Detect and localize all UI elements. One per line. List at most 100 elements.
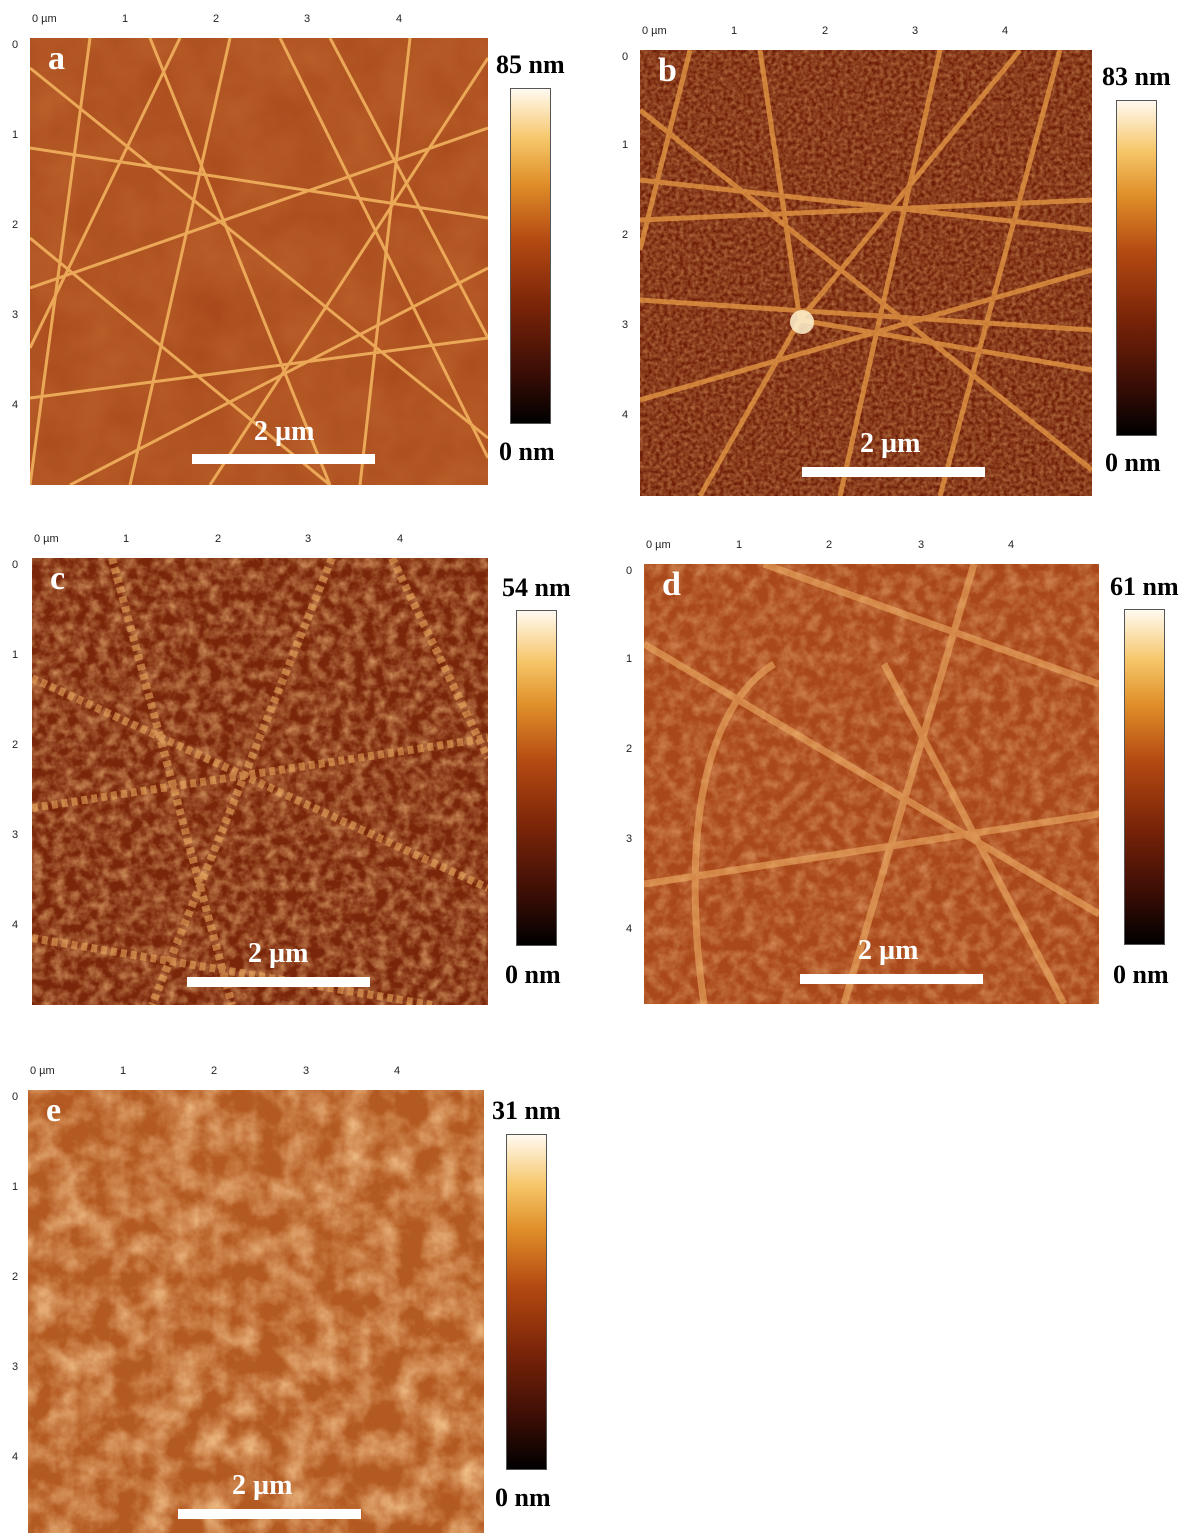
x-tick: 3 [304, 13, 311, 25]
x-tick: 4 [394, 1065, 401, 1077]
x-tick: 2 [826, 539, 833, 551]
colorbar-min: 0 nm [1113, 960, 1169, 989]
panel-letter: d [662, 566, 681, 603]
colorbar-max: 31 nm [492, 1096, 561, 1125]
y-tick: 2 [12, 219, 19, 231]
x-axis: 0 µm 1 2 3 4 [640, 20, 1092, 50]
panel-letter: a [48, 40, 65, 77]
scale-bar-label: 2 µm [232, 1470, 293, 1501]
y-axis: 0 1 2 3 4 [0, 558, 30, 1005]
x-tick: 4 [1008, 539, 1015, 551]
x-tick: 0 µm [30, 1065, 55, 1077]
y-axis: 0 1 2 3 4 [610, 50, 640, 496]
x-tick: 1 [123, 533, 130, 545]
y-tick: 1 [622, 139, 629, 151]
y-tick: 2 [626, 743, 633, 755]
y-tick: 3 [622, 319, 629, 331]
y-tick: 1 [626, 653, 633, 665]
y-tick: 3 [626, 833, 633, 845]
panel-e: 0 µm 1 2 3 4 0 1 2 3 4 e 2 µm 31 nm 0 nm [0, 1060, 590, 1533]
y-tick: 2 [12, 739, 19, 751]
panel-letter: e [46, 1092, 62, 1129]
x-tick: 0 µm [32, 13, 57, 25]
x-tick: 2 [213, 13, 220, 25]
y-tick: 3 [12, 1361, 19, 1373]
x-tick: 2 [211, 1065, 218, 1077]
afm-image: d 2 µm [644, 564, 1099, 1004]
colorbar [516, 610, 557, 946]
x-tick: 3 [918, 539, 925, 551]
afm-image: e 2 µm [28, 1090, 484, 1533]
x-tick: 2 [822, 25, 829, 37]
panel-letter: c [50, 560, 66, 597]
y-tick: 4 [12, 399, 19, 411]
x-tick: 1 [736, 539, 743, 551]
scale-bar [178, 1509, 361, 1519]
scale-bar [802, 467, 985, 477]
y-tick: 1 [12, 649, 19, 661]
x-tick: 1 [731, 25, 738, 37]
y-axis: 0 1 2 3 4 [0, 38, 30, 485]
x-tick: 3 [305, 533, 312, 545]
afm-image: c 2 µm [32, 558, 488, 1005]
y-tick: 0 [12, 39, 19, 51]
x-tick: 4 [397, 533, 404, 545]
x-axis: 0 µm 1 2 3 4 [644, 534, 1099, 564]
colorbar-min: 0 nm [499, 437, 555, 466]
colorbar [506, 1134, 547, 1470]
y-axis: 0 1 2 3 4 [614, 564, 644, 1004]
y-tick: 0 [626, 565, 633, 577]
x-axis: 0 µm 1 2 3 4 [30, 8, 488, 38]
y-tick: 3 [12, 829, 19, 841]
y-tick: 4 [12, 1451, 19, 1463]
x-tick: 1 [122, 13, 129, 25]
scale-bar [192, 454, 375, 464]
x-tick: 0 µm [642, 25, 667, 37]
y-tick: 0 [622, 51, 629, 63]
colorbar-min: 0 nm [495, 1483, 551, 1512]
scale-bar-label: 2 µm [254, 416, 315, 447]
afm-image: b 2 µm [640, 50, 1092, 496]
colorbar [1124, 609, 1165, 945]
x-axis: 0 µm 1 2 3 4 [28, 1060, 484, 1090]
colorbar-min: 0 nm [1105, 448, 1161, 477]
panel-a: 0 µm 1 2 3 4 0 1 2 3 4 a [0, 0, 590, 500]
scale-bar-label: 2 µm [248, 938, 309, 969]
panel-d: 0 µm 1 2 3 4 0 1 2 3 4 d 2 µm 61 nm [614, 534, 1192, 1010]
panel-letter: b [658, 52, 677, 89]
x-tick: 1 [120, 1065, 127, 1077]
colorbar-max: 61 nm [1110, 572, 1179, 601]
x-tick: 2 [215, 533, 222, 545]
x-tick: 4 [396, 13, 403, 25]
y-tick: 3 [12, 309, 19, 321]
x-tick: 3 [303, 1065, 310, 1077]
colorbar [1116, 100, 1157, 436]
colorbar [510, 88, 551, 424]
scale-bar-label: 2 µm [860, 428, 921, 459]
y-tick: 4 [12, 919, 19, 931]
panel-c: 0 µm 1 2 3 4 0 1 2 3 4 c 2 µm 54 nm 0 nm [0, 528, 590, 1010]
y-tick: 0 [12, 559, 19, 571]
colorbar-max: 85 nm [496, 50, 565, 79]
y-axis: 0 1 2 3 4 [0, 1090, 30, 1533]
afm-image: a 2 µm [30, 38, 488, 485]
colorbar-min: 0 nm [505, 960, 561, 989]
x-tick: 0 µm [646, 539, 671, 551]
scale-bar-label: 2 µm [858, 935, 919, 966]
colorbar-max: 54 nm [502, 573, 571, 602]
x-tick: 0 µm [34, 533, 59, 545]
panel-b: 0 µm 1 2 3 4 0 1 2 3 4 b [610, 20, 1192, 500]
y-tick: 1 [12, 1181, 19, 1193]
y-tick: 4 [622, 409, 629, 421]
y-tick: 2 [622, 229, 629, 241]
y-tick: 1 [12, 129, 19, 141]
scale-bar [800, 974, 983, 984]
x-tick: 4 [1002, 25, 1009, 37]
x-tick: 3 [912, 25, 919, 37]
y-tick: 4 [626, 923, 633, 935]
scale-bar [187, 977, 370, 987]
x-axis: 0 µm 1 2 3 4 [32, 528, 488, 558]
y-tick: 2 [12, 1271, 19, 1283]
colorbar-max: 83 nm [1102, 62, 1171, 91]
y-tick: 0 [12, 1091, 19, 1103]
